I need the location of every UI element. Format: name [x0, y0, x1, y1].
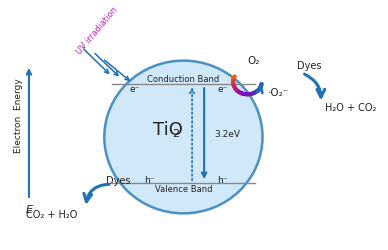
Text: Dyes: Dyes: [297, 60, 322, 70]
Ellipse shape: [104, 61, 263, 214]
Text: UV irradiation: UV irradiation: [74, 5, 119, 56]
Text: ·O₂⁻: ·O₂⁻: [268, 88, 289, 98]
Text: TiO: TiO: [153, 121, 183, 138]
Text: Conduction Band: Conduction Band: [147, 75, 220, 84]
Text: Valence Band: Valence Band: [155, 184, 212, 194]
Text: h⁻: h⁻: [144, 175, 155, 184]
Text: 2: 2: [172, 128, 179, 138]
Text: Dyes: Dyes: [106, 175, 131, 185]
Text: H₂O + CO₂: H₂O + CO₂: [326, 102, 377, 112]
Text: 3.2eV: 3.2eV: [215, 130, 241, 138]
Text: h⁻: h⁻: [217, 175, 227, 184]
FancyArrowPatch shape: [84, 184, 109, 202]
Text: E: E: [26, 204, 33, 214]
Text: e⁻: e⁻: [129, 84, 140, 93]
FancyArrowPatch shape: [305, 75, 325, 98]
Text: CO₂ + H₂O: CO₂ + H₂O: [26, 210, 77, 220]
Text: O₂: O₂: [248, 56, 260, 66]
Text: Electron  Energy: Electron Energy: [14, 78, 23, 152]
Text: e⁻: e⁻: [217, 84, 227, 93]
